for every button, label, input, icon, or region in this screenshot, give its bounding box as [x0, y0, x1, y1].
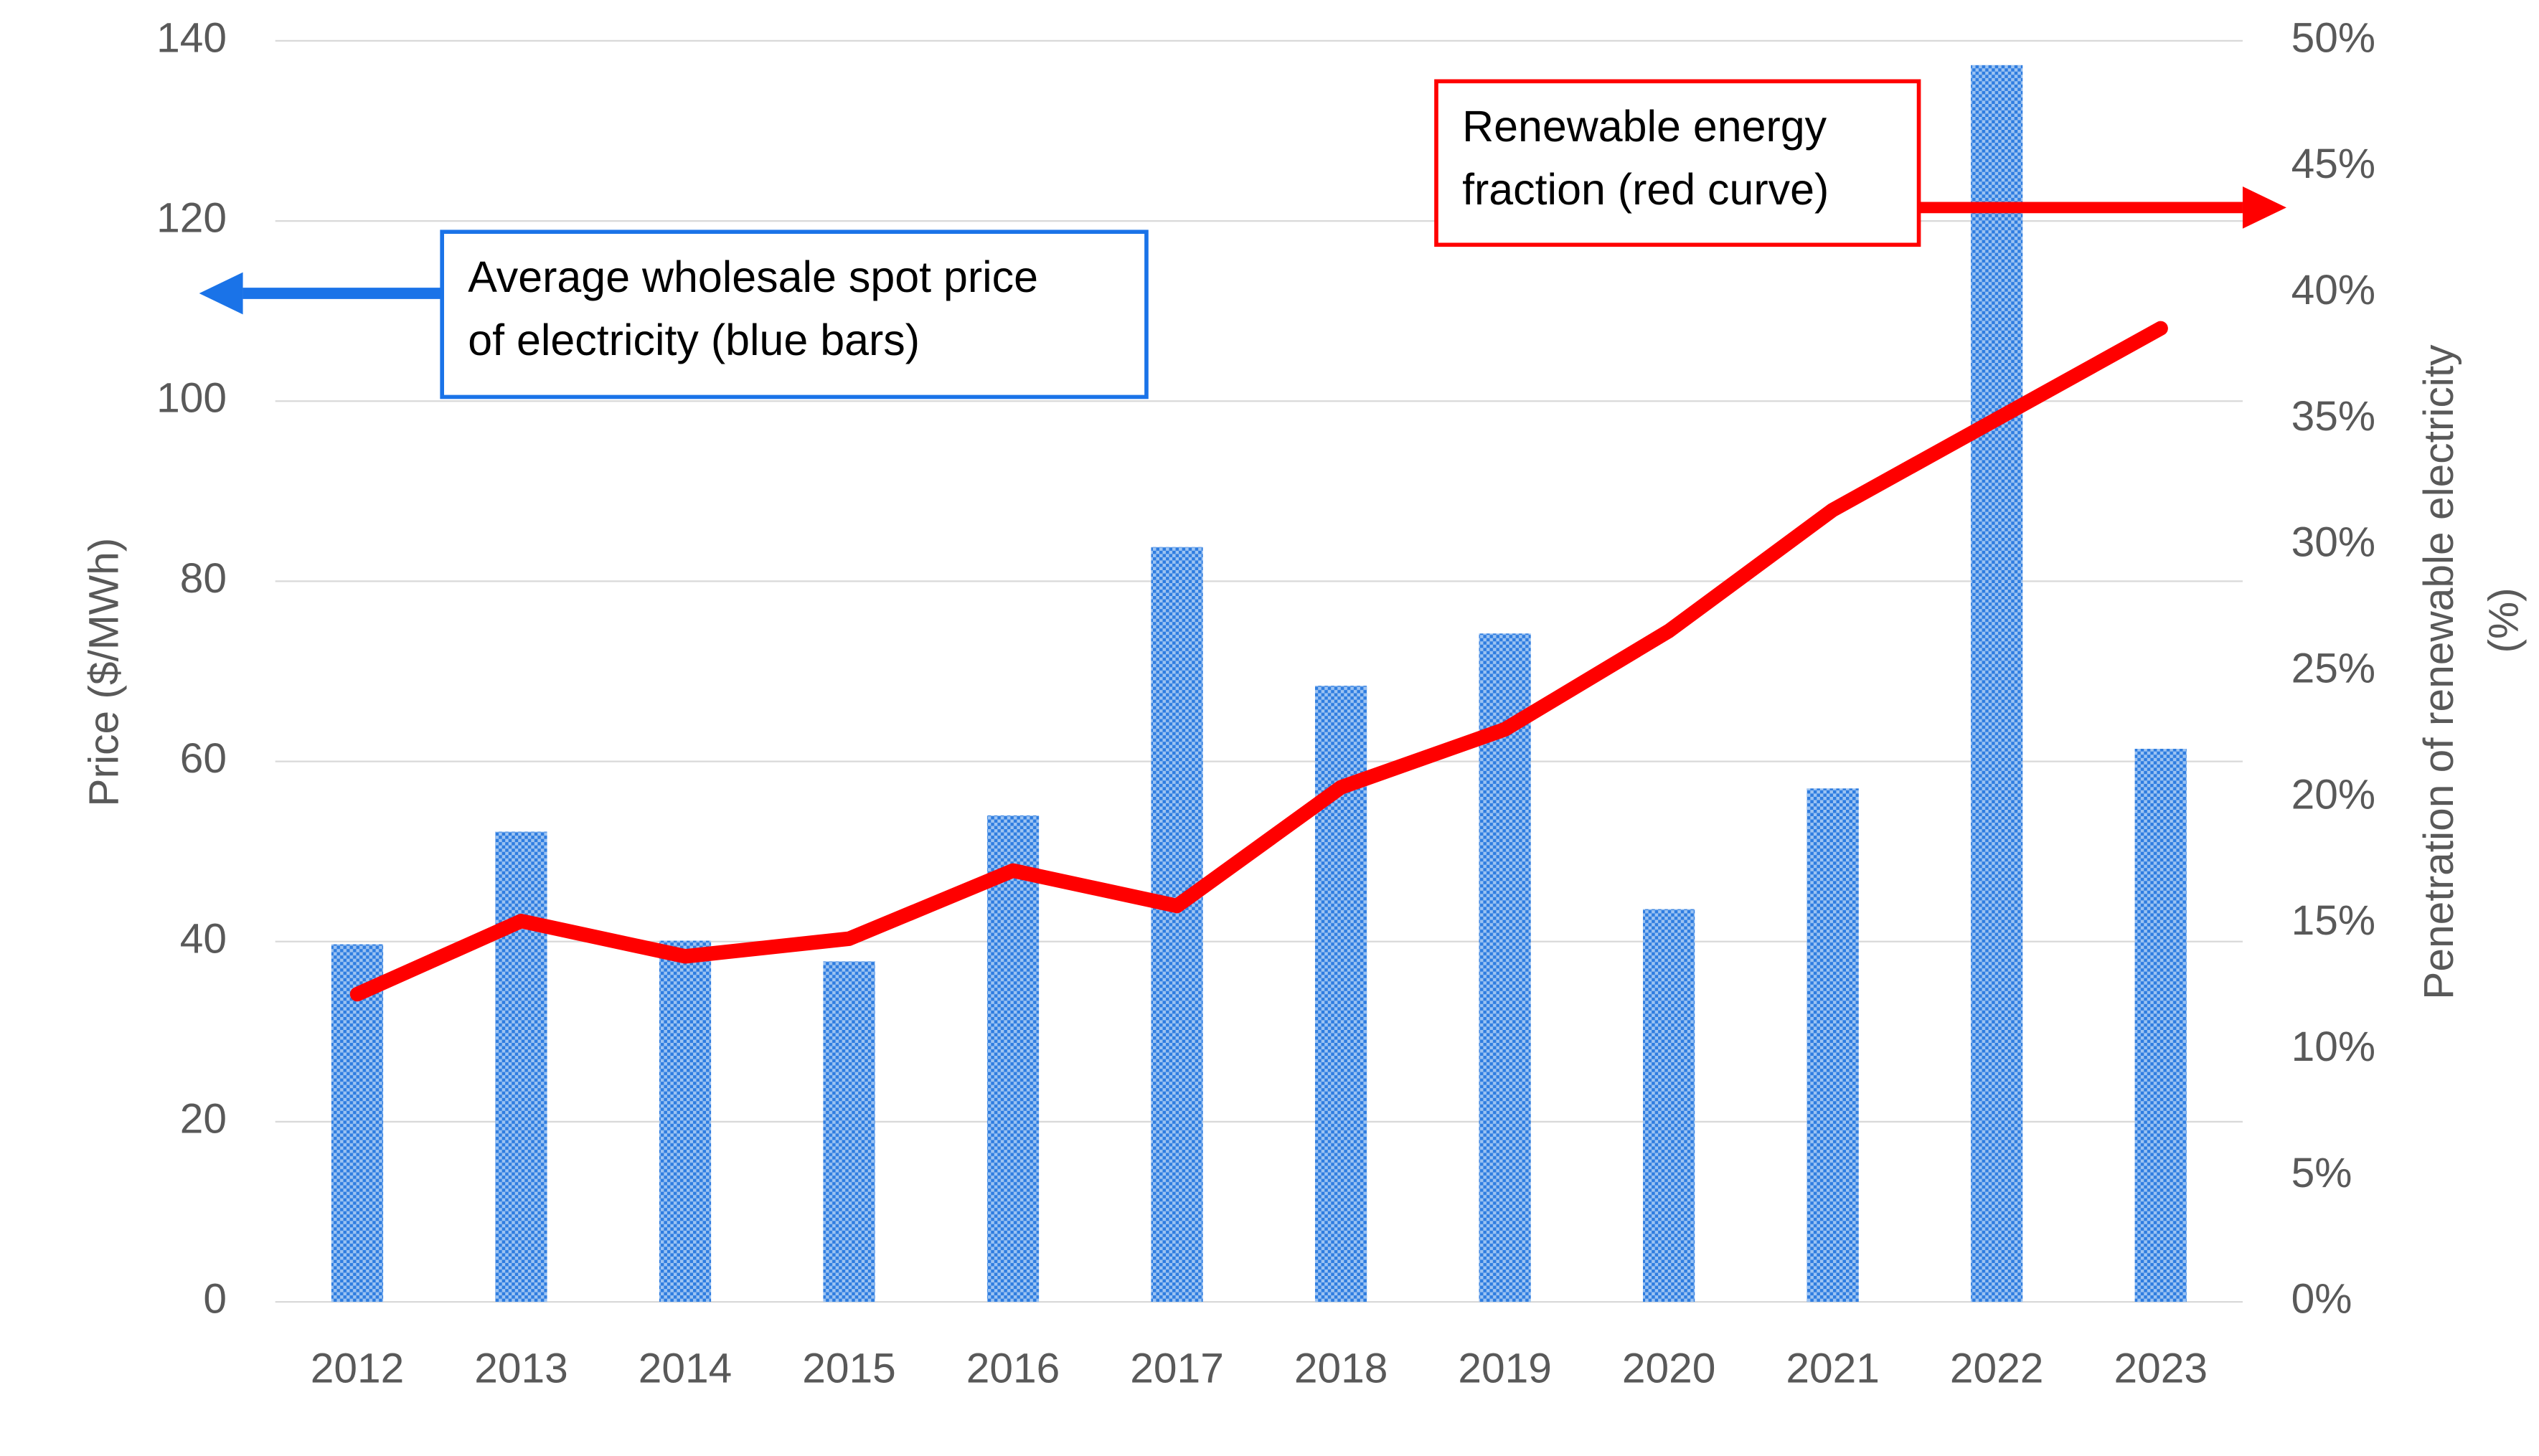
x-tick-label: 2014 — [639, 1346, 733, 1392]
y2-tick-label: 30% — [2291, 519, 2375, 566]
y-axis-label: Price ($/MWh) — [80, 538, 127, 807]
x-tick-label: 2022 — [1950, 1346, 2044, 1392]
x-tick-label: 2018 — [1294, 1346, 1388, 1392]
annotation-box — [1434, 79, 1921, 247]
bar — [2134, 749, 2187, 1303]
y2-axis-label: (%) — [2480, 587, 2527, 653]
y2-tick-label: 20% — [2291, 771, 2375, 818]
y-tick-label: 140 — [156, 14, 227, 61]
y-tick-label: 80 — [180, 555, 227, 602]
y-tick-label: 0 — [203, 1276, 227, 1323]
y2-tick-label: 45% — [2291, 141, 2375, 187]
annotation-text: of electricity (blue bars) — [468, 316, 920, 364]
bar — [1151, 547, 1203, 1303]
y2-tick-label: 5% — [2291, 1150, 2352, 1196]
y2-tick-label: 40% — [2291, 267, 2375, 313]
annotation-text: fraction (red curve) — [1462, 165, 1829, 214]
y-tick-label: 20 — [180, 1095, 227, 1142]
y2-tick-label: 0% — [2291, 1276, 2352, 1323]
bar — [986, 815, 1040, 1303]
y2-axis-label: Penetration of renewable electricity — [2416, 344, 2462, 1000]
x-tick-label: 2017 — [1130, 1346, 1224, 1392]
x-tick-label: 2015 — [802, 1346, 896, 1392]
arrow-head — [2242, 186, 2286, 229]
bar — [659, 940, 712, 1303]
y-tick-label: 100 — [156, 375, 227, 422]
x-tick-label: 2013 — [474, 1346, 568, 1392]
bar — [1643, 909, 1695, 1303]
bar — [1971, 65, 2023, 1303]
bar — [495, 831, 547, 1303]
x-tick-label: 2012 — [311, 1346, 405, 1392]
y2-tick-label: 15% — [2291, 897, 2375, 944]
y-tick-label: 40 — [180, 915, 227, 962]
line — [349, 321, 2168, 1002]
y2-tick-label: 25% — [2291, 646, 2375, 692]
arrow-head — [199, 272, 243, 315]
annotation-text: Average wholesale spot price — [468, 252, 1038, 301]
y2-tick-label: 35% — [2291, 393, 2375, 440]
x-tick-label: 2019 — [1458, 1346, 1552, 1392]
bar — [823, 961, 875, 1303]
x-tick-label: 2020 — [1622, 1346, 1716, 1392]
x-tick-label: 2023 — [2114, 1346, 2208, 1392]
bar — [331, 944, 384, 1303]
x-tick-label: 2021 — [1786, 1346, 1880, 1392]
x-tick-label: 2016 — [966, 1346, 1060, 1392]
bar — [1479, 633, 1531, 1303]
annotation-box — [440, 230, 1149, 400]
y-tick-label: 60 — [180, 735, 227, 782]
y2-tick-label: 50% — [2291, 14, 2375, 61]
y-tick-label: 120 — [156, 195, 227, 242]
annotation-text: Renewable energy — [1462, 102, 1827, 151]
bar — [1806, 788, 1859, 1303]
y2-tick-label: 10% — [2291, 1024, 2375, 1070]
